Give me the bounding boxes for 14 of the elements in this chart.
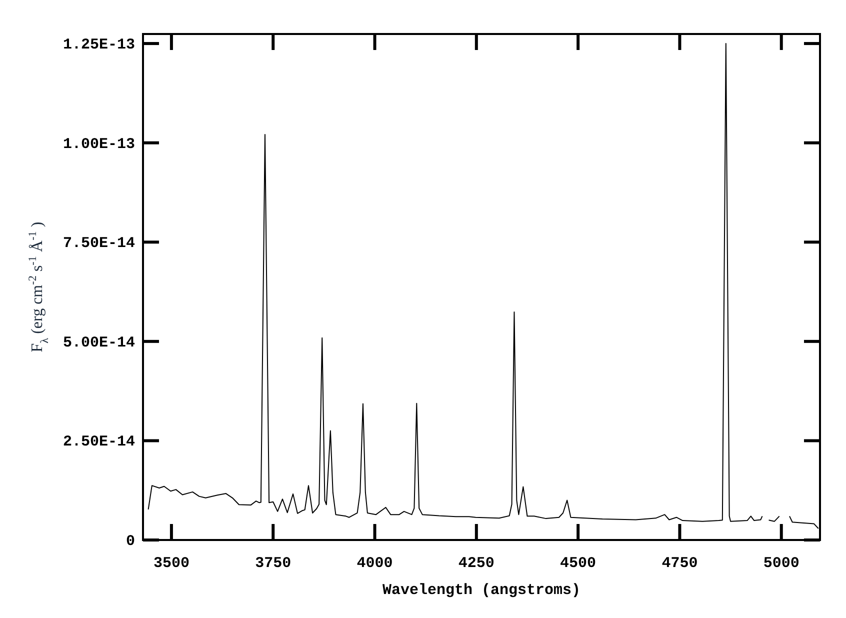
- x-axis-title: Wavelength (angstroms): [382, 582, 581, 599]
- x-tick-label: 3500: [153, 555, 190, 572]
- y-tick-label: 2.50E-14: [62, 434, 135, 451]
- y-tick-label: 5.00E-14: [62, 334, 135, 352]
- x-tick-label: 4250: [458, 555, 494, 572]
- x-tick-label: 4500: [560, 555, 596, 572]
- y-tick-label: 0: [126, 533, 135, 550]
- y-tick-label: 7.50E-14: [62, 235, 135, 252]
- x-tick-label: 4000: [356, 555, 393, 572]
- x-tick-label: 5000: [763, 555, 800, 572]
- x-tick-label: 4750: [662, 555, 698, 572]
- y-tick-label: 1.25E-13: [62, 36, 135, 54]
- x-tick-label: 3750: [255, 555, 292, 572]
- y-tick-label: 1.00E-13: [62, 136, 135, 153]
